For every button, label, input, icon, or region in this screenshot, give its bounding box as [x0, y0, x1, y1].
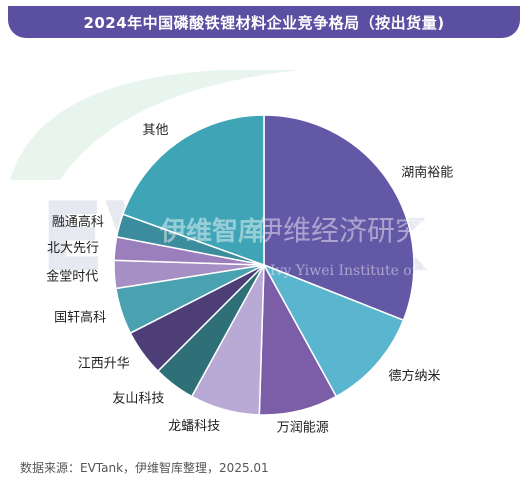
slice-label: 龙蟠科技 — [168, 419, 220, 434]
slice-label: 江西升华 — [78, 357, 130, 372]
watermark-institute-en: Ivy Yiwei Institute of Economics — [270, 263, 498, 279]
watermark-logo-sub: 伊维智库 — [159, 216, 264, 247]
slice-label: 融通高科 — [52, 214, 104, 230]
chart-title: 2024年中国磷酸铁锂材料企业竞争格局（按出货量) — [83, 13, 445, 32]
slice-label: 友山科技 — [112, 391, 164, 407]
pie-slices — [113, 114, 415, 416]
pie-slice — [263, 114, 415, 322]
slice-label: 湖南裕能 — [401, 165, 453, 181]
foreground-watermark: 伊维智库 伊维经济研究院 Ivy Yiwei Institute of Econ… — [159, 214, 498, 279]
pie-svg: EVTank 湖南裕能德方纳米万润能源龙蟠科技友山科技江西升华国轩高科金堂时代北… — [10, 70, 498, 435]
pie-chart: EVTank 湖南裕能德方纳米万润能源龙蟠科技友山科技江西升华国轩高科金堂时代北… — [0, 40, 528, 460]
watermark-institute-cn: 伊维经济研究院 — [255, 214, 451, 247]
slice-label: 其他 — [143, 123, 169, 138]
slice-label: 万润能源 — [277, 420, 329, 435]
slice-label: 北大先行 — [47, 241, 99, 256]
data-source-note: 数据来源：EVTank，伊维智库整理，2025.01 — [20, 461, 269, 475]
slice-label: 德方纳米 — [389, 368, 441, 384]
watermark-swoosh — [10, 70, 300, 180]
title-banner: 2024年中国磷酸铁锂材料企业竞争格局（按出货量) — [8, 6, 520, 38]
pie-slice — [121, 114, 265, 267]
slice-label: 国轩高科 — [54, 309, 106, 325]
pie-slice — [262, 263, 405, 398]
slice-label: 金堂时代 — [46, 268, 98, 284]
